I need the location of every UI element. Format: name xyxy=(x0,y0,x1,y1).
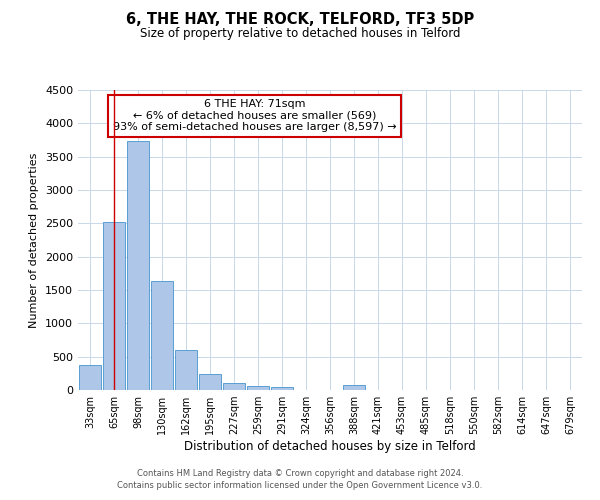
Text: Size of property relative to detached houses in Telford: Size of property relative to detached ho… xyxy=(140,28,460,40)
Bar xyxy=(151,280,173,390)
Bar xyxy=(199,374,221,390)
Bar xyxy=(127,142,149,390)
Bar xyxy=(247,386,269,390)
Bar xyxy=(103,222,125,390)
Bar xyxy=(343,386,365,390)
Text: Contains public sector information licensed under the Open Government Licence v3: Contains public sector information licen… xyxy=(118,481,482,490)
Bar xyxy=(175,350,197,390)
Text: Contains HM Land Registry data © Crown copyright and database right 2024.: Contains HM Land Registry data © Crown c… xyxy=(137,468,463,477)
Text: 6, THE HAY, THE ROCK, TELFORD, TF3 5DP: 6, THE HAY, THE ROCK, TELFORD, TF3 5DP xyxy=(126,12,474,28)
Bar xyxy=(223,384,245,390)
Bar xyxy=(271,388,293,390)
Bar xyxy=(79,364,101,390)
Text: 6 THE HAY: 71sqm
← 6% of detached houses are smaller (569)
93% of semi-detached : 6 THE HAY: 71sqm ← 6% of detached houses… xyxy=(113,99,396,132)
Y-axis label: Number of detached properties: Number of detached properties xyxy=(29,152,40,328)
X-axis label: Distribution of detached houses by size in Telford: Distribution of detached houses by size … xyxy=(184,440,476,453)
